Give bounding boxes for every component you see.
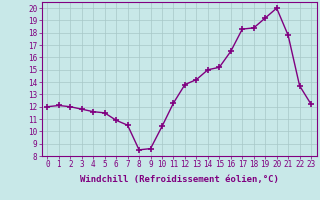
X-axis label: Windchill (Refroidissement éolien,°C): Windchill (Refroidissement éolien,°C) [80, 175, 279, 184]
